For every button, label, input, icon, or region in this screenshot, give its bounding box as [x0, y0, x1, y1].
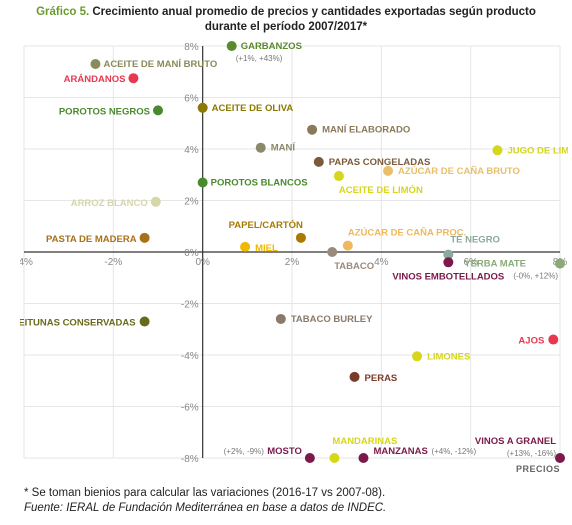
data-point — [327, 247, 338, 257]
data-point-label: MANDARINAS — [332, 436, 397, 447]
chart-notes: * Se toman bienios para calcular las var… — [24, 486, 386, 516]
data-point-label: AZÚCAR DE CAÑA PROC. — [348, 227, 466, 239]
y-tick-label: 6% — [184, 94, 199, 105]
x-tick-label: 0% — [195, 257, 210, 268]
data-point-label: MANÍ — [271, 143, 296, 154]
data-point-label: ACEITE DE LIMÓN — [339, 184, 423, 196]
data-point-label: YERBA MATE — [464, 259, 526, 270]
data-point-label: AJOS — [518, 336, 544, 347]
y-tick-label: 2% — [184, 197, 199, 208]
data-point-label: ACEITUNAS CONSERVADAS — [20, 318, 136, 329]
data-point-label: ACEITE DE MANÍ BRUTO — [103, 59, 217, 70]
data-point — [383, 165, 394, 176]
data-point — [443, 249, 454, 260]
data-point-label: AZÚCAR DE CAÑA BRUTO — [398, 165, 520, 177]
data-point — [548, 334, 559, 345]
chart-title-label: Gráfico 5. — [36, 6, 90, 18]
data-point — [333, 171, 344, 182]
data-point — [275, 313, 286, 324]
data-point — [349, 371, 360, 382]
data-point-label: PERAS — [365, 373, 398, 384]
data-point — [139, 316, 150, 327]
source-note: Fuente: IERAL de Fundación Mediterránea … — [24, 502, 387, 514]
data-point-annotation: (+2%, -9%) — [224, 447, 265, 456]
x-tick-label: 4% — [374, 257, 389, 268]
chart-title-line2: durante el período 2007/2017* — [204, 21, 368, 33]
y-tick-label: -8% — [181, 454, 199, 465]
data-point-label: VINOS EMBOTELLADOS — [392, 271, 504, 282]
data-point — [128, 73, 139, 84]
data-point — [197, 102, 208, 113]
data-point — [295, 232, 306, 243]
data-point — [555, 258, 565, 269]
data-point — [90, 59, 101, 70]
scatter-chart: -4%-2%0%2%4%6%8%8%6%4%2%0%-2%-4%-6%-8%CA… — [0, 40, 572, 480]
data-point-label: MANÍ ELABORADO — [322, 125, 410, 136]
data-point-label: MANZANAS — [373, 446, 427, 457]
data-point — [412, 351, 423, 362]
y-tick-label: 4% — [184, 145, 199, 156]
data-point — [443, 257, 454, 268]
data-point-label: VINOS A GRANEL — [475, 436, 556, 447]
data-point-annotation: (+4%, -12%) — [431, 447, 476, 456]
data-point-annotation: (-0%, +12%) — [513, 272, 558, 281]
chart-svg: -4%-2%0%2%4%6%8%8%6%4%2%0%-2%-4%-6%-8%CA… — [0, 41, 572, 474]
data-point — [555, 453, 565, 463]
x-tick-label: -4% — [20, 257, 33, 268]
x-tick-label: 2% — [285, 257, 300, 268]
x-axis-title: PRECIOS — [516, 464, 560, 474]
data-point — [226, 41, 237, 51]
data-point-label: GARBANZOS — [241, 41, 302, 52]
x-tick-label: 6% — [463, 257, 478, 268]
data-point — [342, 240, 353, 251]
data-point — [304, 453, 315, 463]
data-point — [358, 453, 369, 463]
y-tick-label: -2% — [181, 300, 199, 311]
data-point-label: TABACO — [334, 261, 374, 272]
data-point-label: POROTOS BLANCOS — [211, 177, 308, 188]
data-point-label: JUGO DE LIMÓN — [507, 144, 568, 156]
data-point — [139, 232, 150, 243]
data-point — [329, 453, 340, 463]
data-point — [153, 105, 163, 116]
data-point-label: LIMONES — [427, 351, 470, 362]
data-point-label: TABACO BURLEY — [291, 314, 373, 325]
y-tick-label: 8% — [184, 42, 199, 53]
data-point-label: MOSTO — [267, 446, 302, 457]
y-tick-label: -4% — [181, 351, 199, 362]
y-tick-label: -6% — [181, 403, 199, 414]
chart-title: Gráfico 5. Crecimiento anual promedio de… — [0, 5, 572, 35]
data-point-label: PAPAS CONGELADAS — [329, 157, 431, 168]
data-point — [492, 145, 503, 156]
data-point-label: TÉ NEGRO — [450, 235, 500, 246]
data-point — [240, 241, 251, 252]
data-point-label: MIEL — [255, 243, 278, 254]
data-point — [150, 196, 161, 207]
footnote: * Se toman bienios para calcular las var… — [24, 487, 386, 499]
data-point-label: ARÁNDANOS — [64, 74, 126, 85]
y-tick-label: 0% — [184, 248, 199, 259]
data-point — [197, 177, 208, 188]
data-point — [307, 124, 318, 135]
data-point-annotation: (+13%, -16%) — [507, 449, 556, 458]
x-tick-label: -2% — [104, 257, 122, 268]
data-point-label: PASTA DE MADERA — [46, 234, 137, 245]
data-point-annotation: (+1%, +43%) — [236, 54, 283, 63]
chart-title-line1: Crecimiento anual promedio de precios y … — [92, 6, 536, 18]
data-point — [313, 156, 324, 167]
data-point-label: ARROZ BLANCO — [71, 198, 148, 209]
data-point — [255, 142, 266, 153]
data-point-label: PAPEL/CARTÓN — [229, 219, 303, 231]
data-point-label: POROTOS NEGROS — [59, 106, 150, 117]
data-point-label: ACEITE DE OLIVA — [212, 103, 294, 114]
